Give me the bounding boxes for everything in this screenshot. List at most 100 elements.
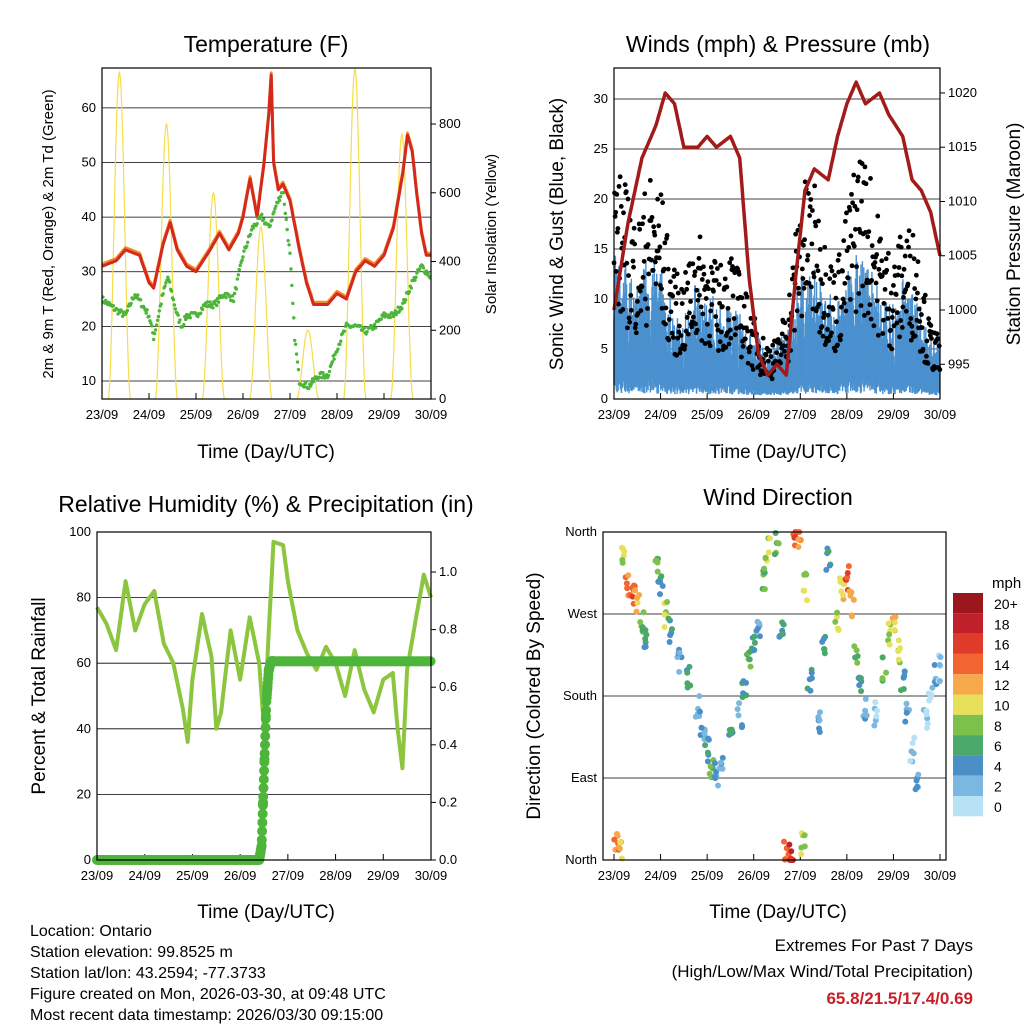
gust-point	[784, 336, 790, 341]
wind-direction-point	[619, 556, 626, 563]
gust-point	[717, 339, 723, 345]
gust-point	[718, 262, 724, 268]
wind-direction-point	[915, 771, 922, 778]
gust-point	[641, 258, 647, 264]
dewpoint-point	[291, 301, 295, 306]
gust-point	[912, 286, 918, 291]
winds-ylabel: Sonic Wind & Gust (Blue, Black)	[547, 98, 568, 370]
wind-direction-point	[619, 545, 626, 552]
dewpoint-point	[173, 307, 178, 311]
wind-direction-point	[665, 615, 672, 622]
dewpoint-point	[273, 206, 277, 211]
gust-point	[679, 301, 685, 306]
gust-point	[731, 316, 737, 321]
gust-point	[746, 349, 752, 355]
dewpoint-point	[327, 369, 332, 374]
y-tick-label: 30	[594, 91, 608, 106]
wind-direction-point	[895, 656, 902, 663]
gust-point	[645, 242, 651, 247]
precipitation-point	[257, 817, 268, 828]
gust-point	[853, 309, 859, 315]
gust-point	[865, 310, 871, 316]
wind-direction-point	[837, 578, 844, 585]
gust-point	[855, 174, 861, 180]
gust-point	[727, 260, 733, 266]
gust-point	[707, 333, 712, 339]
dewpoint-point	[287, 243, 291, 247]
dewpoint-point	[236, 273, 240, 277]
x-tick-label: 26/09	[224, 868, 257, 883]
dewpoint-point	[418, 267, 422, 271]
wind-direction-xlabel: Time (Day/UTC)	[709, 902, 847, 923]
gust-point	[631, 225, 637, 231]
gust-point	[616, 183, 622, 189]
wind-direction-point	[923, 711, 930, 718]
x-tick-label: 27/09	[274, 407, 307, 422]
gust-point	[827, 276, 833, 282]
wind-direction-point	[634, 594, 641, 601]
9m-temperature-line	[102, 71, 431, 304]
dewpoint-point	[400, 307, 404, 311]
colorbar-title: mph	[992, 575, 1021, 592]
gust-point	[918, 312, 924, 317]
wind-direction-ylabel: Direction (Colored By Speed)	[524, 572, 545, 819]
solar-insolation-line	[296, 329, 320, 399]
gust-point	[623, 189, 629, 195]
gust-point	[695, 297, 701, 303]
gust-point	[782, 348, 787, 354]
gust-point	[872, 260, 878, 265]
wind-direction-point	[657, 579, 664, 586]
precipitation-point	[260, 722, 271, 733]
dewpoint-point	[293, 338, 297, 343]
gust-point	[825, 327, 830, 332]
gust-point	[730, 293, 736, 299]
gust-point	[919, 325, 925, 331]
gust-point	[674, 352, 679, 358]
wind-direction-point	[788, 848, 795, 855]
dewpoint-point	[235, 277, 240, 281]
wind-direction-point	[782, 856, 789, 863]
gust-point	[704, 321, 710, 327]
colorbar-swatch	[953, 633, 983, 654]
gust-point	[821, 315, 826, 320]
dewpoint-point	[214, 303, 219, 308]
x-tick-label: 24/09	[128, 868, 161, 883]
y-tick-label: 40	[77, 721, 91, 736]
wind-direction-point	[795, 536, 802, 543]
gust-point	[644, 323, 649, 328]
gust-point	[885, 316, 891, 321]
wind-direction-point	[816, 717, 823, 724]
gust-point	[621, 210, 626, 216]
dewpoint-point	[379, 317, 383, 321]
wind-direction-point	[885, 620, 892, 627]
gust-point	[894, 310, 900, 316]
wind-direction-point	[798, 851, 805, 858]
gust-point	[880, 331, 886, 336]
dewpoint-point	[171, 297, 176, 302]
dewpoint-point	[196, 314, 200, 319]
wind-direction-point	[761, 586, 768, 593]
wind-direction-point	[871, 722, 878, 729]
y-tick-label: 40	[82, 209, 96, 224]
gust-point	[879, 273, 885, 279]
gust-point	[898, 318, 904, 323]
gust-point	[745, 328, 750, 334]
gust-point	[845, 275, 851, 281]
gust-point	[926, 316, 932, 322]
gust-point	[779, 331, 785, 337]
wind-direction-point	[832, 618, 839, 625]
colorbar-label: 2	[994, 779, 1002, 795]
gust-point	[693, 321, 698, 327]
gust-point	[854, 264, 859, 270]
gust-point	[842, 218, 848, 224]
gust-point	[875, 332, 881, 338]
x-tick-label: 23/09	[598, 868, 631, 883]
colorbar-swatch	[953, 613, 983, 634]
colorbar-label: 6	[994, 738, 1002, 754]
gust-point	[640, 221, 645, 227]
wind-direction-point	[634, 599, 641, 606]
gust-point	[697, 234, 703, 240]
wind-direction-point	[616, 845, 623, 852]
